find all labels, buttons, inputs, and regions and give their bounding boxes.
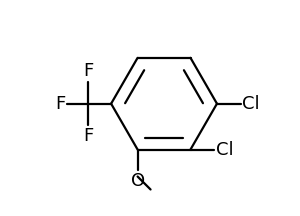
Text: F: F xyxy=(83,127,94,145)
Text: Cl: Cl xyxy=(216,141,233,159)
Text: Cl: Cl xyxy=(242,95,260,113)
Text: F: F xyxy=(55,95,65,113)
Text: O: O xyxy=(130,172,145,190)
Text: F: F xyxy=(83,62,94,80)
